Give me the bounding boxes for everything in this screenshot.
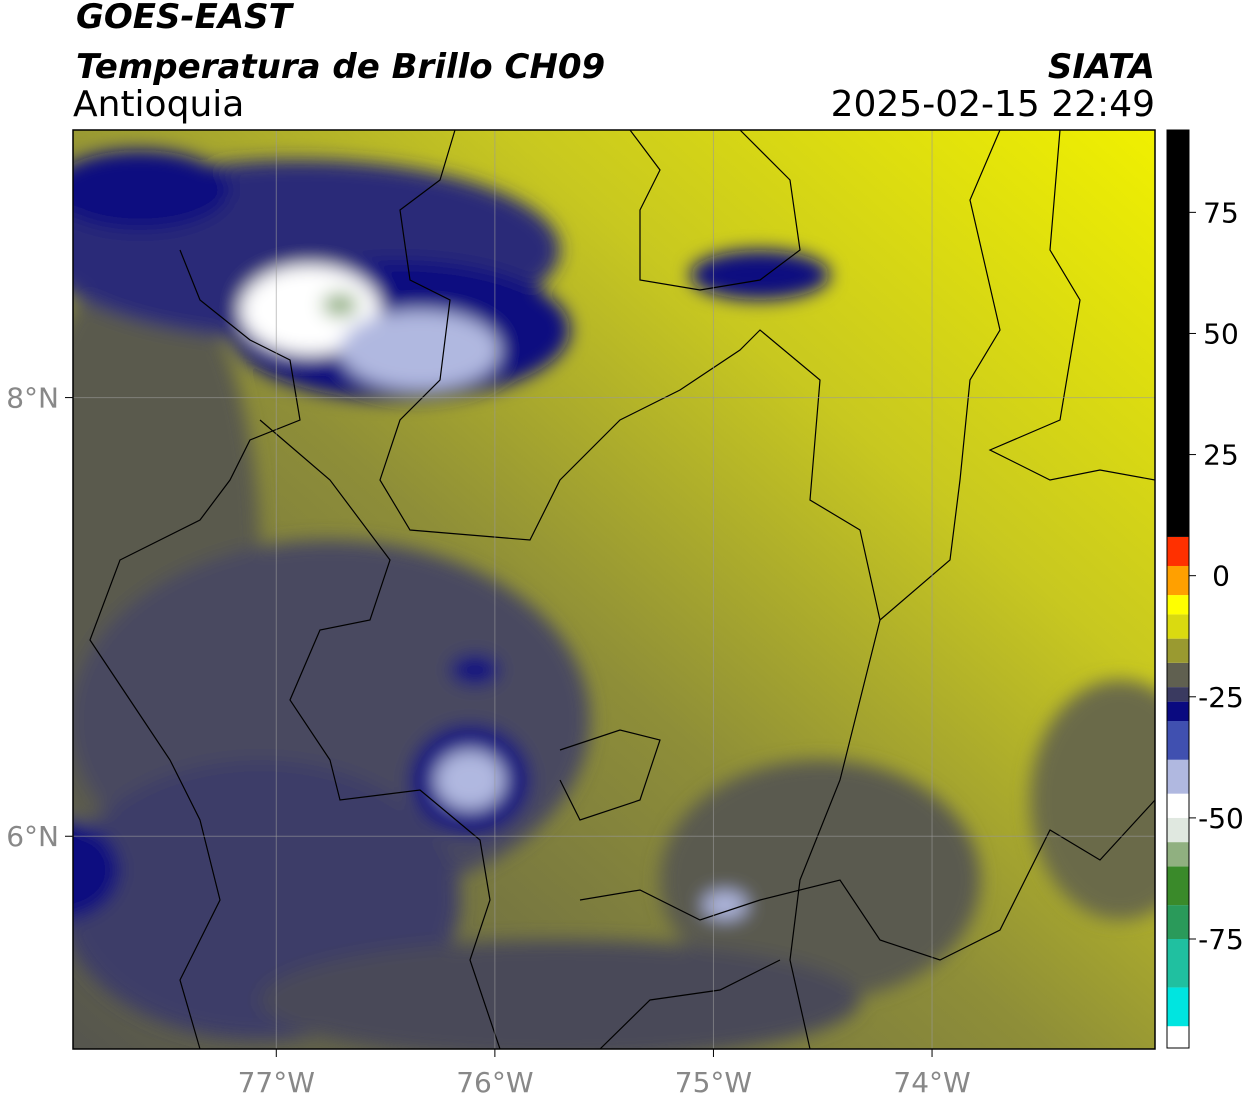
colorbar-band	[1167, 905, 1189, 940]
colorbar-tick-label: 25	[1203, 439, 1239, 472]
lon-label: 74°W	[893, 1066, 970, 1099]
colorbar-band	[1167, 638, 1189, 663]
colorbar-band	[1167, 939, 1189, 988]
colorbar	[1167, 130, 1196, 1048]
colorbar-band	[1167, 987, 1189, 1027]
lon-label: 76°W	[456, 1066, 533, 1099]
colorbar-band	[1167, 536, 1189, 566]
colorbar-band	[1167, 721, 1189, 760]
colorbar-band	[1167, 130, 1189, 537]
colorbar-tick-label: 75	[1203, 196, 1239, 229]
colorbar-frame	[1166, 129, 1190, 1049]
colorbar-band	[1167, 565, 1189, 596]
map-frame	[72, 129, 1156, 1050]
lat-label: 8°N	[6, 382, 59, 415]
borders	[89, 130, 1155, 1049]
colorbar-band	[1167, 866, 1189, 906]
colorbar-band	[1167, 817, 1189, 843]
datetime: 2025-02-15 22:49	[831, 84, 1155, 125]
colorbar-band	[1167, 1026, 1189, 1048]
title: GOES-EAST	[76, 0, 295, 37]
colorbar-band	[1167, 759, 1189, 794]
map-image	[73, 130, 1155, 1049]
colorbar-tick-label: 50	[1203, 317, 1239, 350]
colorbar-band	[1167, 842, 1189, 867]
cloud-field	[73, 150, 1155, 1049]
colorbar-tick-label: 0	[1212, 560, 1230, 593]
colorbar-tick-label: -50	[1198, 802, 1244, 835]
colorbar-band	[1167, 595, 1189, 615]
colorbar-band	[1167, 701, 1189, 722]
region: Antioquia	[73, 84, 244, 125]
lon-label: 77°W	[238, 1066, 315, 1099]
grid	[65, 130, 1155, 1057]
colorbar-band	[1167, 793, 1189, 818]
colorbar-tick-label: -75	[1198, 923, 1244, 956]
subtitle: Temperatura de Brillo CH09	[76, 47, 605, 87]
agency: SIATA	[1048, 47, 1155, 87]
colorbar-band	[1167, 687, 1189, 702]
lon-label: 75°W	[675, 1066, 752, 1099]
colorbar-band	[1167, 662, 1189, 688]
colorbar-tick-label: -25	[1198, 681, 1244, 714]
colorbar-band	[1167, 614, 1189, 639]
lat-label: 6°N	[6, 820, 59, 853]
